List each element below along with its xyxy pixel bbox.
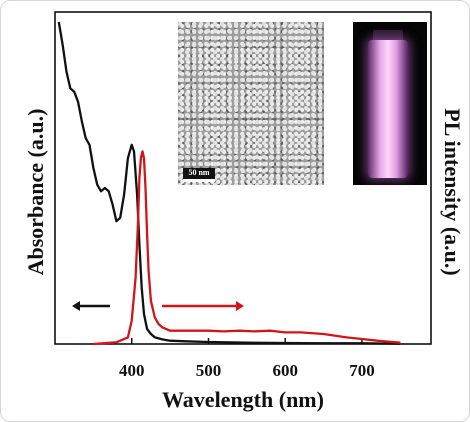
scale-bar: 50 nm xyxy=(183,168,215,182)
x-tick-label: 600 xyxy=(272,361,298,380)
right-arrow xyxy=(162,301,244,311)
x-tick-label: 500 xyxy=(196,361,222,380)
pl-curve xyxy=(93,150,401,346)
vial-cap xyxy=(373,30,403,42)
x-tick-label: 400 xyxy=(119,361,145,380)
absorbance-curve xyxy=(57,21,401,345)
x-axis-label: Wavelength (nm) xyxy=(162,387,324,412)
y-axis-label-left: Absorbance (a.u.) xyxy=(23,108,48,276)
x-tick-label: 700 xyxy=(349,361,375,380)
plot-frame xyxy=(54,11,432,345)
left-arrow xyxy=(72,301,110,311)
y-axis-label-right: PL intensity (a.u.) xyxy=(440,108,465,276)
tem-inset-image xyxy=(178,22,324,185)
glowing-vial xyxy=(368,40,408,178)
